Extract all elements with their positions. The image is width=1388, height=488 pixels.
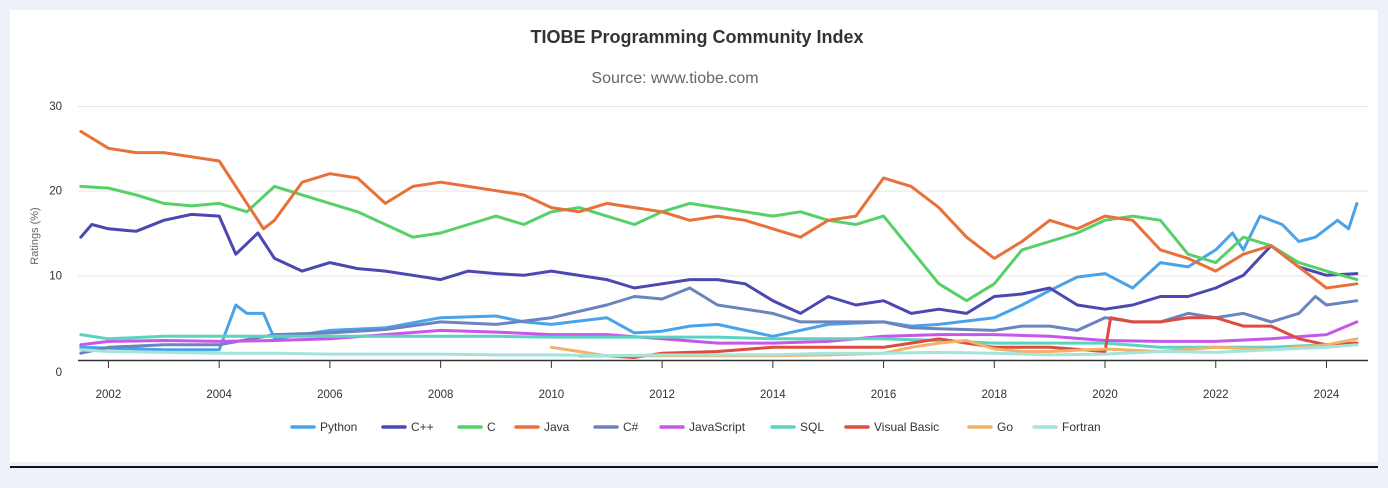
series-line-c- (79, 212, 1359, 315)
series-line-visual-basic (577, 316, 1359, 359)
series-line-javascript (79, 320, 1359, 347)
y-tick-label: 20 (49, 186, 62, 198)
x-axis: 2002 2004 2006 2008 2010 2012 2014 2016 2018 2020… (78, 359, 1368, 401)
legend-item-javascript[interactable]: JavaScript (659, 420, 746, 434)
y-axis-ticks: 0 10 20 30 (49, 101, 62, 379)
y-tick-label: 30 (49, 101, 62, 113)
x-tick-label: 2002 (96, 389, 122, 401)
legend-label: JavaScript (689, 420, 746, 434)
legend: Python C++ C Java C# JavaScript SQL Visual Basi… (290, 420, 1101, 434)
legend-item-c[interactable]: C (457, 420, 496, 434)
y-tick-label: 10 (49, 270, 62, 282)
x-tick-label: 2016 (871, 389, 897, 401)
legend-item-c-[interactable]: C++ (381, 420, 434, 434)
chart-subtitle: Source: www.tiobe.com (591, 70, 758, 87)
series-line-fortran (79, 343, 1359, 358)
legend-item-visual-basic[interactable]: Visual Basic (844, 420, 939, 434)
legend-label: C++ (411, 420, 434, 434)
legend-label: Java (544, 420, 570, 434)
y-tick-label: 0 (56, 367, 62, 379)
x-tick-label: 2012 (649, 389, 675, 401)
series-line-java (79, 129, 1359, 290)
x-tick-label: 2024 (1314, 389, 1340, 401)
x-tick-label: 2008 (428, 389, 454, 401)
legend-label: C# (623, 420, 639, 434)
legend-item-go[interactable]: Go (967, 420, 1013, 434)
legend-label: Python (320, 420, 357, 434)
legend-item-python[interactable]: Python (290, 420, 357, 434)
series-lines (79, 129, 1359, 359)
x-tick-label: 2018 (981, 389, 1007, 401)
bottom-divider (10, 466, 1378, 468)
x-tick-label: 2022 (1203, 389, 1229, 401)
series-line-sql (79, 333, 1359, 349)
legend-label: Go (997, 420, 1013, 434)
chart-title: TIOBE Programming Community Index (530, 27, 863, 47)
legend-label: SQL (800, 420, 824, 434)
y-axis-label: Ratings (%) (29, 207, 41, 264)
legend-label: C (487, 420, 496, 434)
x-tick-label: 2020 (1092, 389, 1118, 401)
series-line-c (79, 184, 1359, 303)
chart-card (10, 10, 1378, 462)
x-tick-label: 2006 (317, 389, 343, 401)
legend-item-sql[interactable]: SQL (770, 420, 824, 434)
legend-label: Fortran (1062, 420, 1101, 434)
legend-item-c-[interactable]: C# (593, 420, 639, 434)
x-tick-label: 2014 (760, 389, 786, 401)
legend-label: Visual Basic (874, 420, 939, 434)
x-tick-label: 2010 (539, 389, 565, 401)
legend-item-java[interactable]: Java (514, 420, 570, 434)
x-tick-label: 2004 (206, 389, 232, 401)
legend-item-fortran[interactable]: Fortran (1032, 420, 1101, 434)
